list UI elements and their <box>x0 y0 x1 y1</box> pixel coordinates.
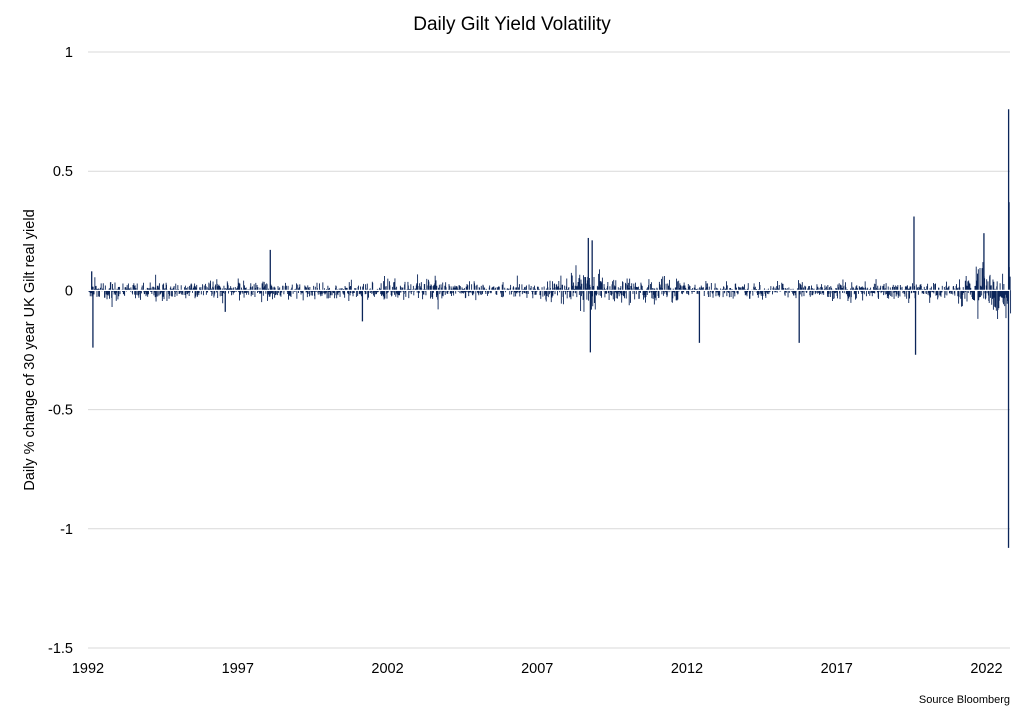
y-tick-label: -1 <box>60 522 73 538</box>
y-axis-label: Daily % change of 30 year UK Gilt real y… <box>22 209 38 490</box>
chart-title: Daily Gilt Yield Volatility <box>413 14 611 35</box>
x-tick-label: 2007 <box>521 661 553 677</box>
x-tick-label: 2017 <box>821 661 853 677</box>
x-tick-label: 2002 <box>371 661 403 677</box>
x-tick-label: 1992 <box>72 661 104 677</box>
series-bars <box>88 109 1012 548</box>
y-tick-label: 0.5 <box>53 164 73 180</box>
x-tick-label: 2022 <box>970 661 1002 677</box>
gridlines <box>88 51 1010 649</box>
y-tick-label: 1 <box>65 45 73 61</box>
x-tick-label: 2012 <box>671 661 703 677</box>
x-tick-label: 1997 <box>222 661 254 677</box>
x-tick-labels: 1992 1997 2002 2007 2012 2017 2022 <box>72 661 1003 677</box>
y-tick-label: -1.5 <box>48 641 73 657</box>
y-tick-label: -0.5 <box>48 403 73 419</box>
y-tick-label: 0 <box>65 283 73 299</box>
source-note: Source Bloomberg <box>919 694 1010 706</box>
y-tick-labels: 1 0.5 0 -0.5 -1 -1.5 <box>48 45 73 657</box>
